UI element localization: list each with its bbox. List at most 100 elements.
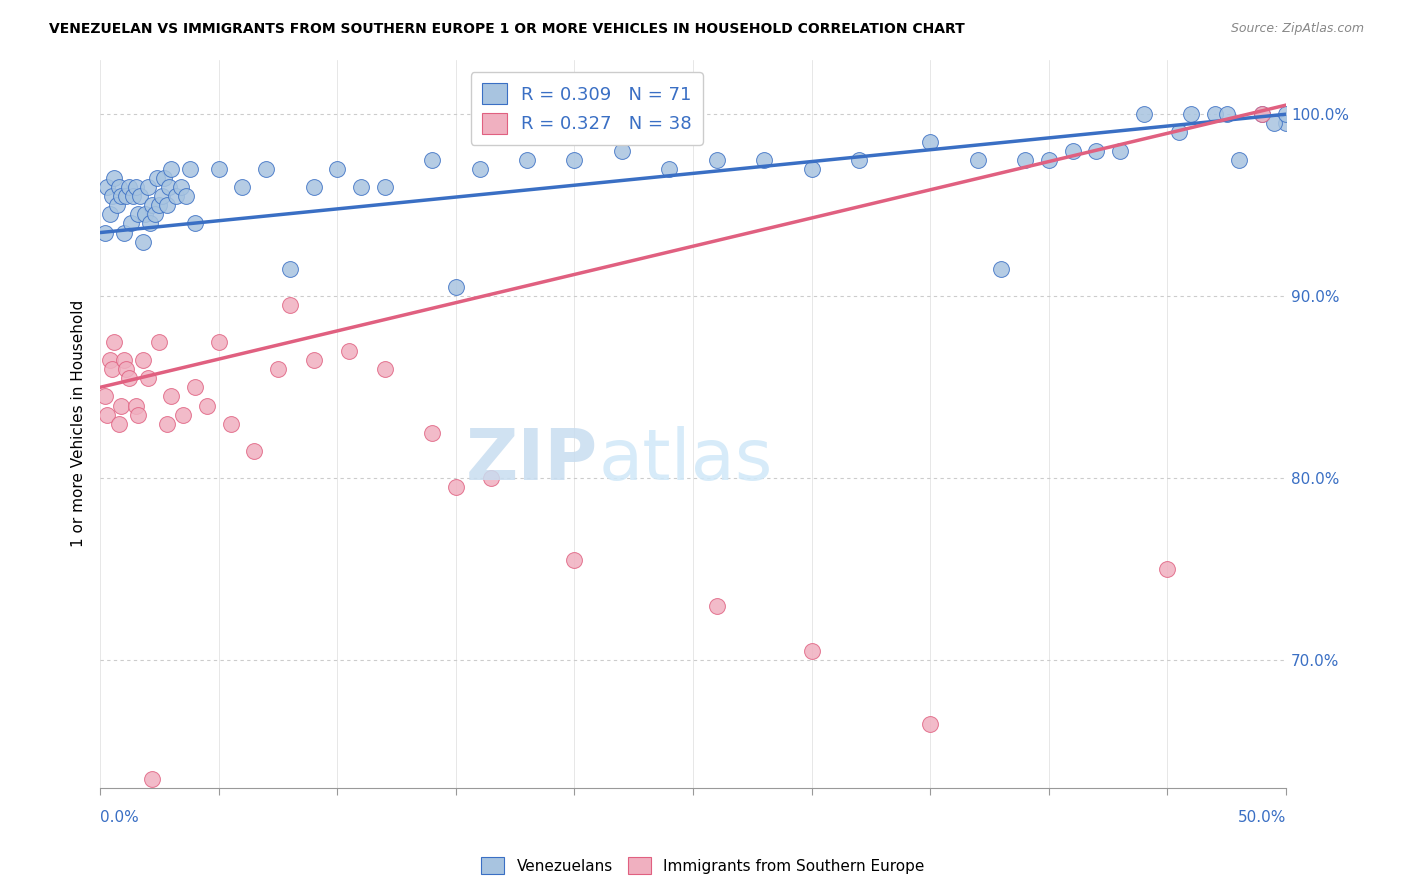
Point <box>160 161 183 176</box>
Point <box>139 217 162 231</box>
Point <box>132 353 155 368</box>
Point <box>115 189 138 203</box>
Point <box>117 371 139 385</box>
Point <box>1263 116 1285 130</box>
Point <box>1251 107 1274 121</box>
Point <box>195 399 218 413</box>
Point <box>337 343 360 358</box>
Point <box>174 189 197 203</box>
Point <box>481 471 503 485</box>
Point <box>1132 107 1154 121</box>
Point <box>1227 153 1250 167</box>
Point <box>122 189 145 203</box>
Text: 0.0%: 0.0% <box>100 810 139 825</box>
Point <box>219 417 242 431</box>
Point <box>420 153 443 167</box>
Point <box>108 417 131 431</box>
Point <box>966 153 988 167</box>
Point <box>127 207 149 221</box>
Point <box>136 371 159 385</box>
Point <box>1168 125 1191 139</box>
Point <box>141 198 163 212</box>
Point <box>146 170 169 185</box>
Point <box>1109 144 1132 158</box>
Text: atlas: atlas <box>598 425 772 495</box>
Point <box>848 153 870 167</box>
Point <box>706 599 728 613</box>
Point <box>1156 562 1178 576</box>
Point <box>374 362 396 376</box>
Point <box>920 135 942 149</box>
Text: 50.0%: 50.0% <box>1237 810 1286 825</box>
Y-axis label: 1 or more Vehicles in Household: 1 or more Vehicles in Household <box>72 300 86 548</box>
Point <box>208 334 231 349</box>
Point <box>1085 144 1108 158</box>
Point <box>1275 107 1298 121</box>
Point <box>127 408 149 422</box>
Point <box>302 353 325 368</box>
Point <box>98 353 121 368</box>
Point <box>96 180 118 194</box>
Point <box>150 189 173 203</box>
Point <box>231 180 253 194</box>
Point <box>350 180 373 194</box>
Point <box>278 298 301 312</box>
Point <box>1215 107 1237 121</box>
Point <box>110 399 132 413</box>
Point <box>920 717 942 731</box>
Point <box>1251 107 1274 121</box>
Point <box>990 262 1012 277</box>
Point <box>1038 153 1060 167</box>
Point <box>141 772 163 786</box>
Point <box>101 189 124 203</box>
Point <box>136 180 159 194</box>
Point <box>125 399 148 413</box>
Point <box>165 189 187 203</box>
Point <box>115 362 138 376</box>
Point <box>184 217 207 231</box>
Point <box>254 161 277 176</box>
Point <box>112 353 135 368</box>
Point <box>208 161 231 176</box>
Point <box>1204 107 1226 121</box>
Point <box>129 189 152 203</box>
Point <box>105 198 128 212</box>
Point <box>184 380 207 394</box>
Point <box>112 226 135 240</box>
Point <box>1275 116 1298 130</box>
Point <box>117 180 139 194</box>
Point <box>444 280 467 294</box>
Point <box>564 553 586 567</box>
Point <box>179 161 201 176</box>
Legend: Venezuelans, Immigrants from Southern Europe: Venezuelans, Immigrants from Southern Eu… <box>475 851 931 880</box>
Point <box>155 417 177 431</box>
Point <box>120 217 142 231</box>
Point <box>800 161 823 176</box>
Point <box>153 170 176 185</box>
Point <box>101 362 124 376</box>
Text: Source: ZipAtlas.com: Source: ZipAtlas.com <box>1230 22 1364 36</box>
Point <box>157 180 180 194</box>
Point <box>1014 153 1036 167</box>
Point <box>800 644 823 658</box>
Point <box>444 480 467 494</box>
Point <box>98 207 121 221</box>
Point <box>1062 144 1084 158</box>
Point <box>420 425 443 440</box>
Point <box>155 198 177 212</box>
Point <box>326 161 349 176</box>
Point <box>103 170 125 185</box>
Point <box>170 180 193 194</box>
Point <box>160 389 183 403</box>
Point <box>103 334 125 349</box>
Point <box>134 207 156 221</box>
Point <box>132 235 155 249</box>
Legend: R = 0.309   N = 71, R = 0.327   N = 38: R = 0.309 N = 71, R = 0.327 N = 38 <box>471 72 703 145</box>
Point <box>754 153 776 167</box>
Point <box>243 444 266 458</box>
Point <box>1180 107 1202 121</box>
Point <box>148 198 170 212</box>
Text: VENEZUELAN VS IMMIGRANTS FROM SOUTHERN EUROPE 1 OR MORE VEHICLES IN HOUSEHOLD CO: VENEZUELAN VS IMMIGRANTS FROM SOUTHERN E… <box>49 22 965 37</box>
Point <box>148 334 170 349</box>
Point <box>278 262 301 277</box>
